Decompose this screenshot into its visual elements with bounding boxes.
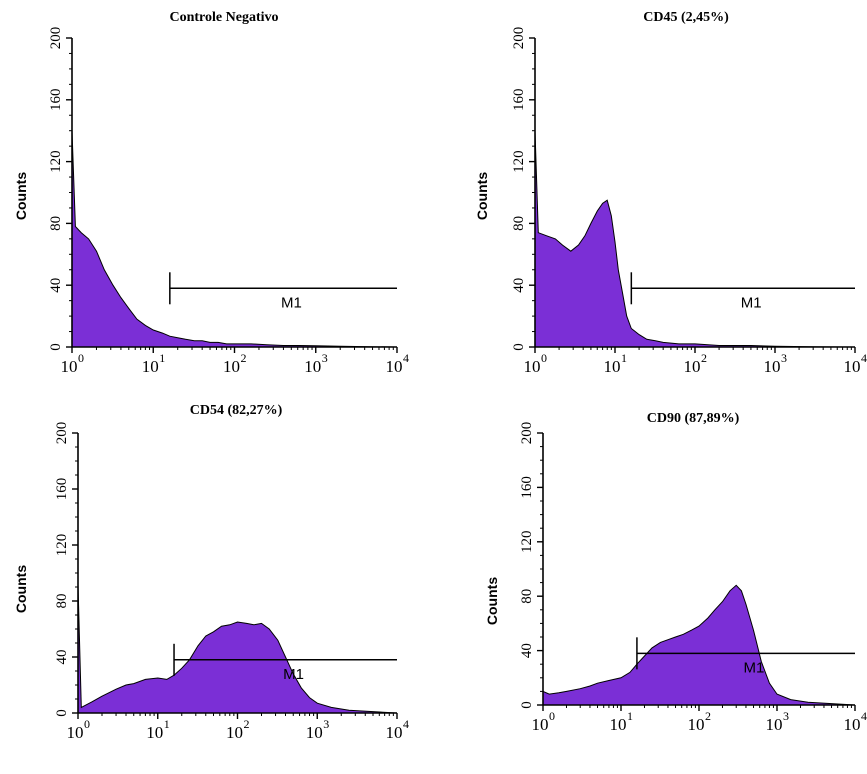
y-tick-label: 160: [511, 89, 527, 112]
y-tick-label: 200: [519, 422, 535, 445]
x-tick-exponent: 2: [705, 709, 711, 723]
marker-label: M1: [741, 294, 762, 311]
x-tick-label: 10: [386, 723, 403, 742]
x-tick-exponent: 4: [861, 351, 867, 365]
y-axis-label: Counts: [13, 565, 29, 613]
y-tick-label: 160: [48, 89, 64, 112]
y-tick-label: 120: [48, 150, 64, 173]
x-tick-label: 10: [142, 357, 159, 376]
y-axis-label: Counts: [474, 172, 490, 220]
histogram-area: [542, 584, 856, 706]
marker-label: M1: [281, 294, 302, 311]
x-tick-label: 10: [688, 715, 705, 734]
x-tick-label: 10: [146, 723, 163, 742]
x-tick-label: 10: [532, 715, 549, 734]
x-tick-exponent: 3: [781, 351, 787, 365]
x-tick-label: 10: [306, 723, 323, 742]
y-tick-label: 120: [511, 150, 527, 173]
x-tick-label: 10: [304, 357, 321, 376]
histogram-area: [71, 130, 398, 348]
marker-label: M1: [283, 666, 304, 683]
x-tick-exponent: 3: [323, 717, 329, 731]
x-tick-label: 10: [766, 715, 783, 734]
y-tick-label: 80: [54, 594, 70, 609]
y-axis-label: Counts: [13, 172, 29, 220]
x-tick-exponent: 1: [159, 351, 165, 365]
x-tick-label: 10: [610, 715, 627, 734]
x-tick-label: 10: [67, 723, 84, 742]
x-tick-exponent: 2: [244, 717, 250, 731]
y-tick-label: 40: [519, 643, 535, 658]
x-tick-label: 10: [61, 357, 78, 376]
x-tick-exponent: 4: [403, 351, 409, 365]
x-tick-exponent: 0: [541, 351, 547, 365]
x-tick-exponent: 0: [78, 351, 84, 365]
x-tick-exponent: 1: [621, 351, 627, 365]
y-axis-label: Counts: [484, 577, 500, 625]
histogram-area: [77, 584, 398, 714]
x-tick-exponent: 2: [701, 351, 707, 365]
y-tick-label: 200: [511, 27, 527, 50]
y-tick-label: 40: [511, 278, 527, 293]
panel-title: CD45 (2,45%): [643, 10, 729, 25]
y-tick-label: 80: [511, 216, 527, 231]
x-tick-label: 10: [604, 357, 621, 376]
y-tick-label: 200: [54, 422, 70, 445]
x-tick-exponent: 0: [84, 717, 90, 731]
histogram-area: [534, 130, 856, 348]
panel-title: CD54 (82,27%): [190, 403, 283, 418]
x-tick-exponent: 2: [241, 351, 247, 365]
y-tick-label: 0: [519, 701, 535, 709]
y-tick-label: 80: [519, 589, 535, 604]
y-tick-label: 0: [54, 709, 70, 717]
panel-title: CD90 (87,89%): [647, 411, 740, 426]
y-tick-label: 40: [48, 278, 64, 293]
y-tick-label: 200: [48, 27, 64, 50]
x-tick-label: 10: [844, 715, 861, 734]
y-tick-label: 0: [511, 343, 527, 351]
y-tick-label: 0: [48, 343, 64, 351]
x-tick-label: 10: [844, 357, 861, 376]
panel-controle-negativo: Controle Negativo Counts 040801201602001…: [13, 10, 409, 376]
x-tick-label: 10: [524, 357, 541, 376]
x-tick-label: 10: [223, 357, 240, 376]
x-tick-exponent: 4: [861, 709, 867, 723]
y-tick-label: 160: [54, 478, 70, 501]
x-tick-exponent: 3: [783, 709, 789, 723]
y-tick-label: 160: [519, 476, 535, 499]
y-tick-label: 120: [519, 531, 535, 554]
x-tick-label: 10: [684, 357, 701, 376]
x-tick-exponent: 1: [164, 717, 170, 731]
marker-label: M1: [744, 659, 765, 676]
x-tick-exponent: 4: [403, 717, 409, 731]
panel-title: Controle Negativo: [170, 10, 279, 25]
y-tick-label: 120: [54, 534, 70, 557]
x-tick-exponent: 0: [549, 709, 555, 723]
x-tick-label: 10: [386, 357, 403, 376]
x-tick-exponent: 3: [322, 351, 328, 365]
y-tick-label: 80: [48, 216, 64, 231]
x-tick-exponent: 1: [627, 709, 633, 723]
y-tick-label: 40: [54, 650, 70, 665]
x-tick-label: 10: [226, 723, 243, 742]
x-tick-label: 10: [764, 357, 781, 376]
